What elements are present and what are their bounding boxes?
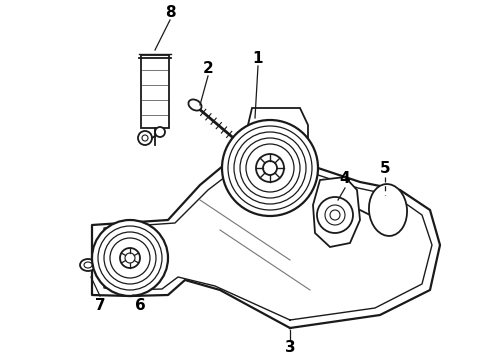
Text: 4: 4 <box>340 171 350 185</box>
Text: 2: 2 <box>203 60 213 76</box>
Circle shape <box>325 205 345 225</box>
Circle shape <box>256 154 284 182</box>
Text: 6: 6 <box>135 297 146 312</box>
Circle shape <box>155 127 165 137</box>
Circle shape <box>110 238 150 278</box>
Circle shape <box>125 253 135 263</box>
Circle shape <box>228 126 312 210</box>
Ellipse shape <box>369 184 407 236</box>
Text: 3: 3 <box>285 341 295 356</box>
Circle shape <box>263 161 277 175</box>
Circle shape <box>98 226 162 290</box>
Text: 8: 8 <box>165 5 175 19</box>
Circle shape <box>330 210 340 220</box>
Text: 7: 7 <box>95 297 105 312</box>
FancyBboxPatch shape <box>141 55 169 128</box>
Polygon shape <box>248 108 308 148</box>
Text: 5: 5 <box>380 161 391 176</box>
Circle shape <box>240 138 300 198</box>
Circle shape <box>142 135 148 141</box>
Circle shape <box>92 220 168 296</box>
Circle shape <box>246 144 294 192</box>
Ellipse shape <box>189 99 201 111</box>
Circle shape <box>120 248 140 268</box>
Text: 1: 1 <box>253 50 263 66</box>
Ellipse shape <box>80 259 96 271</box>
Ellipse shape <box>84 262 92 268</box>
Ellipse shape <box>271 123 285 133</box>
Polygon shape <box>313 177 360 247</box>
Circle shape <box>104 232 156 284</box>
Circle shape <box>138 131 152 145</box>
Circle shape <box>222 120 318 216</box>
Circle shape <box>234 132 306 204</box>
Circle shape <box>317 197 353 233</box>
